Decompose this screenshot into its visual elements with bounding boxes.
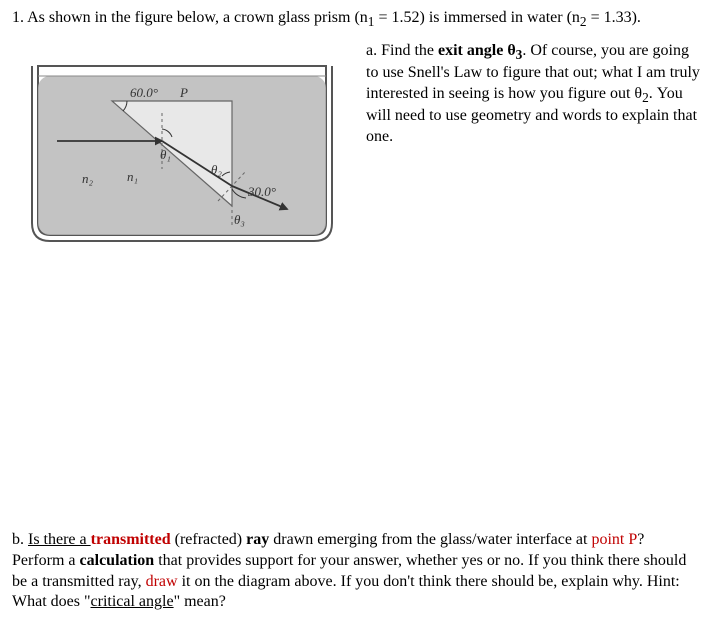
svg-text:30.0°: 30.0° [247, 184, 276, 199]
content-row: 60.0° Pθ₁ θ₂ 30.0°θ₃ n₁ n₂ a. Find the exit a… [12, 41, 700, 271]
ray-word: ray [246, 531, 269, 548]
svg-text:θ₃: θ₃ [234, 212, 245, 227]
critical-angle: critical angle [91, 593, 174, 610]
problem-intro: 1. As shown in the figure below, a crown… [12, 8, 700, 31]
svg-text:60.0°: 60.0° [130, 85, 158, 100]
b-after-crit: " mean? [174, 593, 226, 610]
b-mid1: (refracted) [171, 531, 247, 548]
exit-angle-bold: exit angle θ3 [438, 42, 522, 59]
draw-word: draw [146, 573, 178, 590]
prism-diagram: 60.0° Pθ₁ θ₂ 30.0°θ₃ n₁ n₂ [12, 41, 352, 271]
b-q: Is there a [28, 531, 91, 548]
n1-eq: = 1.52) is immersed in water (n [374, 9, 579, 26]
b-mid2: drawn emerging from the glass/water inte… [269, 531, 591, 548]
svg-text:P: P [179, 85, 188, 100]
n2-eq: = 1.33). [587, 9, 641, 26]
svg-text:n₁: n₁ [127, 169, 138, 184]
svg-text:θ₁: θ₁ [160, 147, 171, 162]
calculation-word: calculation [80, 552, 155, 569]
svg-text:θ₂: θ₂ [211, 162, 222, 177]
intro-text: 1. As shown in the figure below, a crown… [12, 9, 368, 26]
theta2-sub: 2 [642, 90, 649, 105]
transmitted-word: transmitted [91, 531, 171, 548]
b-prefix: b. [12, 531, 28, 548]
figure-column: 60.0° Pθ₁ θ₂ 30.0°θ₃ n₁ n₂ [12, 41, 352, 271]
part-b-text: b. Is there a transmitted (refracted) ra… [12, 530, 700, 613]
point-p: point P [591, 531, 637, 548]
sub-2: 2 [580, 14, 587, 29]
part-a-prefix: a. Find the [366, 42, 438, 59]
svg-text:n₂: n₂ [82, 171, 94, 186]
part-a-text: a. Find the exit angle θ3. Of course, yo… [366, 41, 700, 148]
